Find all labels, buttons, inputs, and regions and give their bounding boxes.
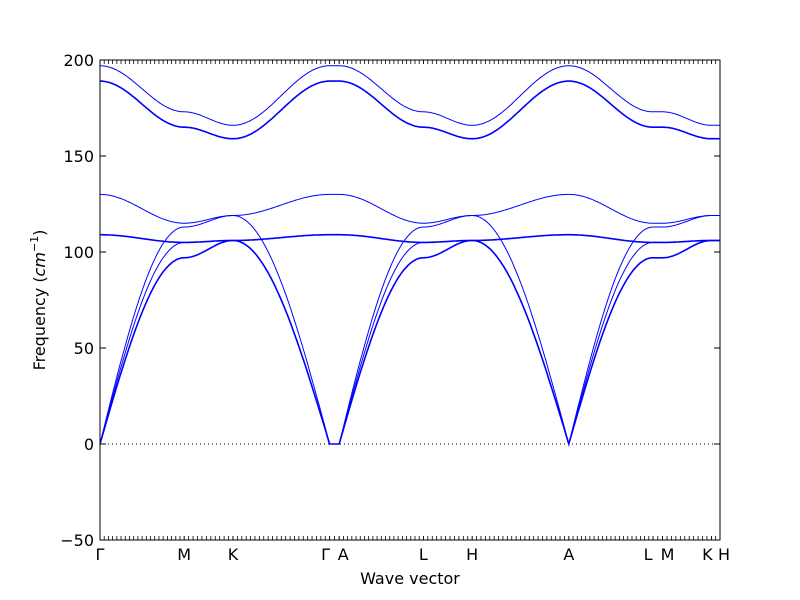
y-axis-label-text: Frequency xyxy=(30,288,49,371)
y-axis-label: Frequency (cm−1) xyxy=(28,230,49,371)
plot-frame xyxy=(99,59,721,541)
x-tick-label: H xyxy=(466,545,478,564)
y-tick-label: −50 xyxy=(60,531,94,550)
x-tick-label: M xyxy=(661,545,675,564)
x-tick-label: M xyxy=(177,545,191,564)
y-axis-label-exponent: −1 xyxy=(28,236,41,252)
phonon-band-5 xyxy=(100,193,720,224)
y-tick-label: 50 xyxy=(74,339,94,358)
phonon-band-6 xyxy=(100,80,720,140)
y-tick-label: 0 xyxy=(84,435,94,454)
x-tick-label: Γ xyxy=(96,545,105,564)
x-tick-label: A xyxy=(563,545,574,564)
x-tick-label: L xyxy=(419,545,428,564)
x-tick-label: H xyxy=(718,545,730,564)
x-tick-label: A xyxy=(338,545,349,564)
y-tick-label: 200 xyxy=(63,51,94,70)
y-tick-label: 100 xyxy=(63,243,94,262)
y-tick-layer: −50 0 50 100 150 200 xyxy=(60,51,720,550)
y-tick-label: 150 xyxy=(63,147,94,166)
y-axis-label-unit: cm xyxy=(30,252,49,276)
phonon-band-7 xyxy=(100,65,720,126)
band-layer xyxy=(100,65,720,447)
x-axis-label: Wave vector xyxy=(360,569,460,588)
x-tick-label: K xyxy=(228,545,239,564)
phonon-band-1 xyxy=(100,239,720,447)
phonon-band-3 xyxy=(100,215,720,446)
phonon-band-4 xyxy=(100,233,720,244)
x-tick-label: Γ xyxy=(321,545,330,564)
x-tick-label: L xyxy=(644,545,653,564)
x-tick-label: K xyxy=(702,545,713,564)
